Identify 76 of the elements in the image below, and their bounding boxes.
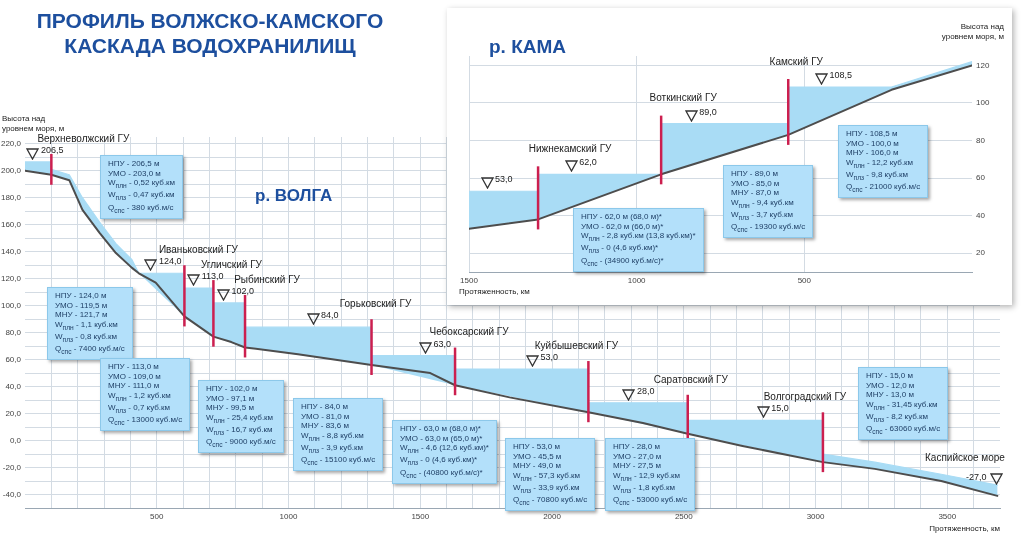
text: НПУ - 108,5 м УМО - 100,0 м МНУ - 106,0 м W$_{плн}$ - 12,2 куб.км W$_{плз}$ - 9,8 куб.км Q$_{спс}$ - 21000 куб.м/с xyxy=(846,129,921,193)
annotation: 206,5 xyxy=(40,144,64,155)
y-tick-label: 220,0 xyxy=(0,138,22,148)
chart-title: ПРОФИЛЬ ВОЛЖСКО-КАМСКОГО КАСКАДА ВОДОХРАНИЛИЩ xyxy=(35,8,385,58)
y-tick-label: 100 xyxy=(976,98,990,108)
text: НПУ - 15,0 м УМО - 12,0 м МНУ - 13,0 м W$_{плн}$ - 31,45 куб.км W$_{плз}$ - 8,2 куб.км Q$_{спс}$ - 63060 куб.м/с xyxy=(866,371,941,435)
y-tick-label: 40,0 xyxy=(5,381,22,391)
ref-line-label: Саратовский ГУ xyxy=(653,373,729,385)
ref-line-label: Чебоксарский ГУ xyxy=(429,326,510,338)
y-tick-label: 80,0 xyxy=(5,327,22,337)
text: НПУ - 62,0 м (68,0 м)* УМО - 62,0 м (66,0 м)* W$_{плн}$ - 2,8 куб.км (13,8 куб.км)* W$_{плз}$ - 0 (4,6 куб.км)* Q$_{спс}$ - (34900 куб.м/с)* xyxy=(581,212,696,267)
annotation: 108,5 xyxy=(829,69,852,80)
x-axis-title: Протяженность, км xyxy=(459,287,530,296)
annotation: 15,0 xyxy=(771,403,789,414)
annotation: 53,0 xyxy=(495,174,513,185)
y-axis-title: Высота над уровнем моря, м xyxy=(940,22,1004,42)
x-tick-label: 1000 xyxy=(627,276,647,285)
annotation: Каспийское море xyxy=(925,452,1005,463)
text: НПУ - 206,5 м УМО - 203,0 м W$_{плн}$ - 0,52 куб.км W$_{плз}$ - 0,47 куб.км Q$_{спс}$ - 380 куб.м/с xyxy=(108,159,176,214)
ref-line-label: Куйбышевский ГУ xyxy=(534,339,619,351)
annotation: 89,0 xyxy=(699,106,717,117)
y-tick-label: 0,0 xyxy=(9,435,22,445)
text: НПУ - 28,0 м УМО - 27,0 м МНУ - 27,5 м W$_{плн}$ - 12,9 куб.км W$_{плз}$ - 1,8 куб.км Q$_{спс}$ - 53000 куб.м/с xyxy=(613,442,688,506)
ref-line-label: Иваньковский ГУ xyxy=(158,244,239,256)
y-tick-label: 80 xyxy=(976,135,986,145)
y-tick-label: 120,0 xyxy=(0,273,22,283)
x-tick-label: 3000 xyxy=(806,512,825,521)
y-tick-label: 60 xyxy=(976,173,986,183)
x-tick-label: 500 xyxy=(150,512,164,521)
text: НПУ - 63,0 м (68,0 м)* УМО - 63,0 м (65,0 м)* W$_{плн}$ - 4,6 (12,6 куб.км)* W$_{плз}$ - 0 (4,6 куб.км)* Q$_{спс}$ - (40800 куб.м/с)* xyxy=(400,424,489,479)
y-tick-label: 20,0 xyxy=(5,408,22,418)
text: НПУ - 124,0 м УМО - 119,5 м МНУ - 121,7 м W$_{плн}$ - 1,1 куб.км W$_{плз}$ - 0,8 куб.км Q$_{спс}$ - 7400 куб.м/с xyxy=(55,291,125,355)
y-tick-label: 20 xyxy=(976,248,986,258)
x-tick-label: 500 xyxy=(797,276,812,285)
ref-line-label: Волгоградский ГУ xyxy=(763,391,847,403)
y-tick-label: -20,0 xyxy=(2,462,22,472)
y-tick-label: 60,0 xyxy=(5,354,22,364)
annotation: 63,0 xyxy=(433,338,452,349)
text: НПУ - 84,0 м УМО - 81,0 м МНУ - 83,6 м W$_{плн}$ - 8,8 куб.км W$_{плз}$ - 3,9 куб.км Q$_{спс}$ - 15100 куб.м/с xyxy=(301,402,376,466)
ref-line-label: Воткинский ГУ xyxy=(649,92,718,104)
ref-line-label: Рыбинский ГУ xyxy=(234,273,301,285)
text: НПУ - 53,0 м УМО - 45,5 м МНУ - 49,0 м W$_{плн}$ - 57,3 куб.км W$_{плз}$ - 33,9 куб.км Q$_{спс}$ - 70800 куб.м/с xyxy=(513,442,588,506)
y-tick-label: 200,0 xyxy=(0,165,22,175)
x-tick-label: 1500 xyxy=(460,276,479,285)
text: НПУ - 89,0 м УМО - 85,0 м МНУ - 87,0 м W$_{плн}$ - 9,4 куб.км W$_{плз}$ - 3,7 куб.км Q$_{спс}$ - 19300 куб.м/с xyxy=(731,169,806,233)
annotation: 113,0 xyxy=(201,271,224,282)
y-tick-label: 40 xyxy=(976,210,986,220)
y-tick-label: 120 xyxy=(976,60,990,70)
x-tick-label: 1500 xyxy=(411,512,430,521)
ref-line-label: Камский ГУ xyxy=(769,55,824,67)
x-tick-label: 2500 xyxy=(674,512,694,521)
y-tick-label: 140,0 xyxy=(0,246,22,256)
x-axis-title: Протяженность, км xyxy=(929,524,1000,533)
text: р. ВОЛГА xyxy=(255,186,333,206)
x-tick-label: 2000 xyxy=(543,512,562,521)
annotation: 124,0 xyxy=(158,256,182,267)
annotation: 53,0 xyxy=(540,352,559,363)
ref-line-label: Нижнекамский ГУ xyxy=(528,143,613,155)
y-tick-label: -40,0 xyxy=(2,489,22,499)
y-axis-title: Высота над уровнем моря, м xyxy=(2,114,66,134)
ref-line-label: Верхневолжский ГУ xyxy=(37,132,130,144)
y-tick-label: 100,0 xyxy=(0,300,22,310)
y-tick-label: 180,0 xyxy=(0,192,22,202)
text: НПУ - 102,0 м УМО - 97,1 м МНУ - 99,5 м W$_{плн}$ - 25,4 куб.км W$_{плз}$ - 16,7 куб.км Q$_{спс}$ - 9000 куб.м/с xyxy=(206,384,276,448)
annotation: 84,0 xyxy=(321,310,339,321)
annotation: -27,0 xyxy=(966,472,987,482)
x-tick-label: 1000 xyxy=(279,512,298,521)
text: НПУ - 113,0 м УМО - 109,0 м МНУ - 111,0 м W$_{плн}$ - 1,2 куб.км W$_{плз}$ - 0,7 куб.км Q$_{спс}$ - 13000 куб.м/с xyxy=(108,362,183,426)
chart-title: р. КАМА xyxy=(489,36,567,58)
ref-line-label: Угличский ГУ xyxy=(200,258,263,270)
ref-line-label: Горьковский ГУ xyxy=(339,297,412,309)
x-tick-label: 3500 xyxy=(938,512,957,521)
annotation: 28,0 xyxy=(636,385,655,396)
y-tick-label: 160,0 xyxy=(0,219,22,229)
annotation: 62,0 xyxy=(579,157,597,168)
annotation: 102,0 xyxy=(231,285,254,296)
